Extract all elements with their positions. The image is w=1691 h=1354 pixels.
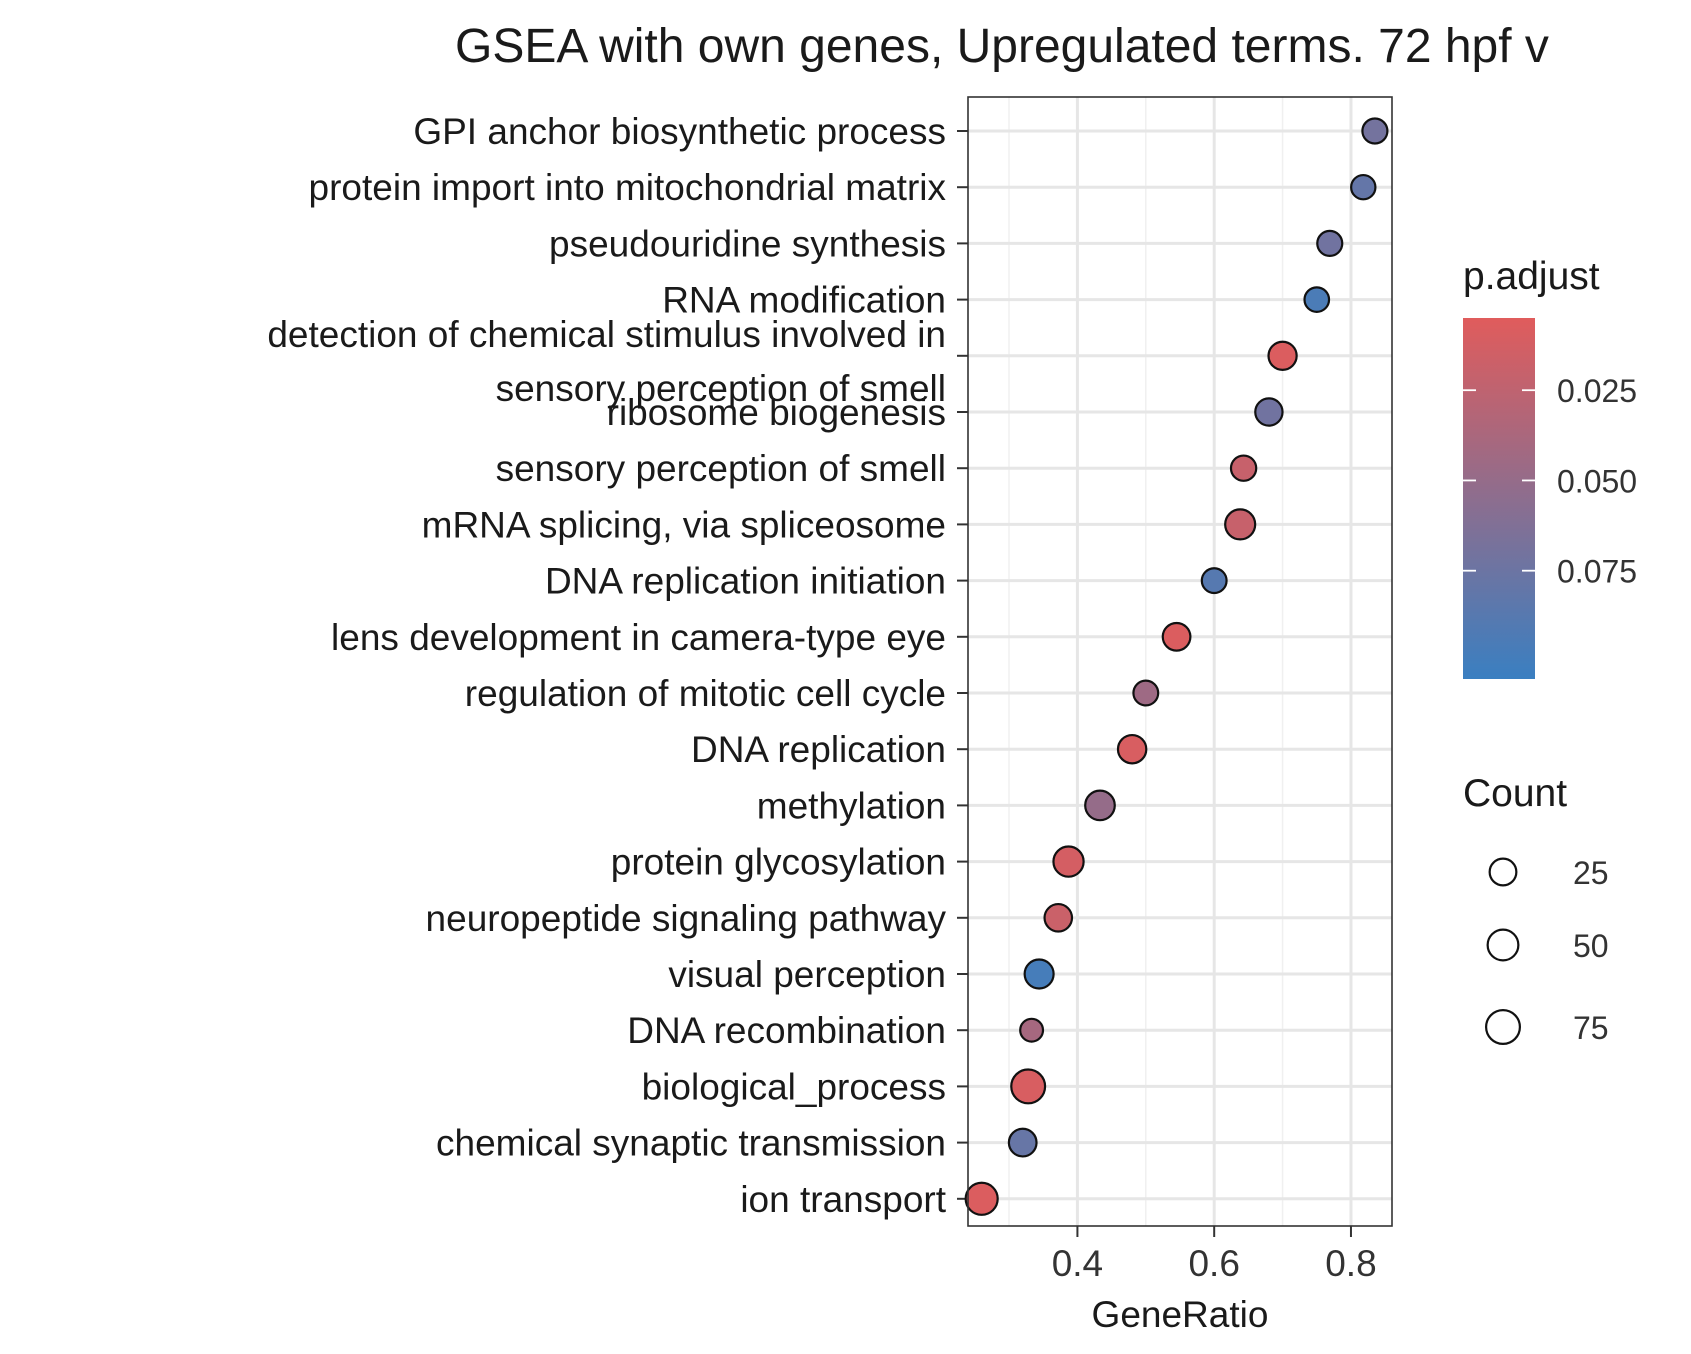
size-legend-circle bbox=[1486, 928, 1520, 962]
term-label-ribosome-biogenesis: ribosome biogenesis bbox=[607, 392, 946, 433]
term-label-dna-replication: DNA replication bbox=[691, 729, 946, 770]
term-label-gpi-anchor-biosynthetic-process: GPI anchor biosynthetic process bbox=[413, 111, 946, 152]
point-protein-import-into-mitochondrial-matrix bbox=[1350, 173, 1377, 201]
term-label-dna-recombination: DNA recombination bbox=[627, 1010, 946, 1051]
point-rna-modification bbox=[1303, 286, 1331, 313]
point-dna-replication-initiation bbox=[1200, 567, 1228, 595]
point-mrna-splicing-via-spliceosome bbox=[1224, 508, 1257, 541]
term-label-rna-modification: RNA modification bbox=[662, 280, 946, 321]
term-label-protein-glycosylation: protein glycosylation bbox=[611, 842, 946, 883]
point-ion-transport bbox=[964, 1181, 999, 1216]
x-tick-label: 0.8 bbox=[1325, 1243, 1376, 1284]
point-regulation-of-mitotic-cell-cycle bbox=[1132, 679, 1160, 707]
term-label-chemical-synaptic-transmission: chemical synaptic transmission bbox=[436, 1123, 946, 1164]
term-label-mrna-splicing-via-spliceosome: mRNA splicing, via spliceosome bbox=[422, 504, 946, 545]
x-tick-label: 0.4 bbox=[1052, 1243, 1103, 1284]
point-ribosome-biogenesis bbox=[1254, 397, 1284, 427]
color-legend-title: p.adjust bbox=[1463, 255, 1600, 298]
point-chemical-synaptic-transmission bbox=[1007, 1127, 1038, 1158]
color-legend-bar bbox=[1463, 318, 1535, 679]
term-label-protein-import-into-mitochondrial-matrix: protein import into mitochondrial matrix bbox=[309, 167, 947, 208]
point-pseudouridine-synthesis bbox=[1316, 229, 1344, 257]
point-dna-recombination bbox=[1019, 1017, 1045, 1043]
term-label-sensory-perception-of-smell: sensory perception of smell bbox=[496, 448, 946, 489]
y-axis-ticks bbox=[957, 130, 968, 1200]
plot-panel bbox=[968, 97, 1392, 1226]
point-methylation bbox=[1084, 789, 1116, 822]
point-biological-process bbox=[1010, 1068, 1047, 1105]
size-legend-circle bbox=[1488, 857, 1518, 887]
size-legend-label: 25 bbox=[1573, 855, 1609, 891]
term-label-detection-of-chemical-stimulus-involved-in-sensory-perception-of-smell: detection of chemical stimulus involved … bbox=[267, 314, 946, 409]
point-lens-development-in-camera-type-eye bbox=[1161, 621, 1192, 652]
point-neuropeptide-signaling-pathway bbox=[1043, 902, 1074, 933]
color-legend-label: 0.050 bbox=[1557, 463, 1637, 499]
term-label-dna-replication-initiation: DNA replication initiation bbox=[545, 561, 946, 602]
term-label-lens-development-in-camera-type-eye: lens development in camera-type eye bbox=[331, 617, 946, 658]
point-detection-of-chemical-stimulus-involved-in-sensory-perception-of-smell bbox=[1267, 340, 1298, 371]
size-legend-title: Count bbox=[1463, 772, 1567, 815]
size-legend-label: 50 bbox=[1573, 928, 1609, 964]
term-label-visual-perception: visual perception bbox=[668, 954, 946, 995]
point-sensory-perception-of-smell bbox=[1229, 454, 1258, 482]
color-legend-label: 0.075 bbox=[1557, 554, 1637, 590]
x-axis-title: GeneRatio bbox=[1092, 1294, 1269, 1335]
term-label-regulation-of-mitotic-cell-cycle: regulation of mitotic cell cycle bbox=[465, 673, 946, 714]
term-label-methylation: methylation bbox=[757, 785, 946, 826]
point-gpi-anchor-biosynthetic-process bbox=[1361, 117, 1389, 145]
grid-lines bbox=[968, 97, 1392, 1226]
size-legend-label: 75 bbox=[1573, 1010, 1609, 1046]
chart-title: GSEA with own genes, Upregulated terms. … bbox=[455, 20, 1549, 73]
point-dna-replication bbox=[1116, 733, 1148, 765]
point-visual-perception bbox=[1023, 958, 1055, 990]
color-legend-label: 0.025 bbox=[1557, 373, 1637, 409]
term-label-biological-process: biological_process bbox=[642, 1066, 946, 1107]
point-protein-glycosylation bbox=[1052, 845, 1085, 878]
x-tick-label: 0.6 bbox=[1188, 1243, 1239, 1284]
color-legend-breaks: 0.025 0.050 0.075 bbox=[1463, 373, 1637, 590]
x-axis-ticks: 0.4 0.6 0.8 bbox=[1052, 1226, 1377, 1284]
y-axis-labels: GPI anchor biosynthetic process protein i… bbox=[267, 111, 946, 1220]
data-points bbox=[964, 117, 1389, 1216]
term-label-ion-transport: ion transport bbox=[740, 1179, 946, 1220]
term-label-neuropeptide-signaling-pathway: neuropeptide signaling pathway bbox=[426, 898, 947, 939]
plot-border bbox=[967, 96, 1393, 1227]
size-legend-keys: 25 50 75 bbox=[1484, 855, 1609, 1046]
size-legend-circle bbox=[1484, 1008, 1522, 1046]
term-label-pseudouridine-synthesis: pseudouridine synthesis bbox=[549, 223, 946, 264]
